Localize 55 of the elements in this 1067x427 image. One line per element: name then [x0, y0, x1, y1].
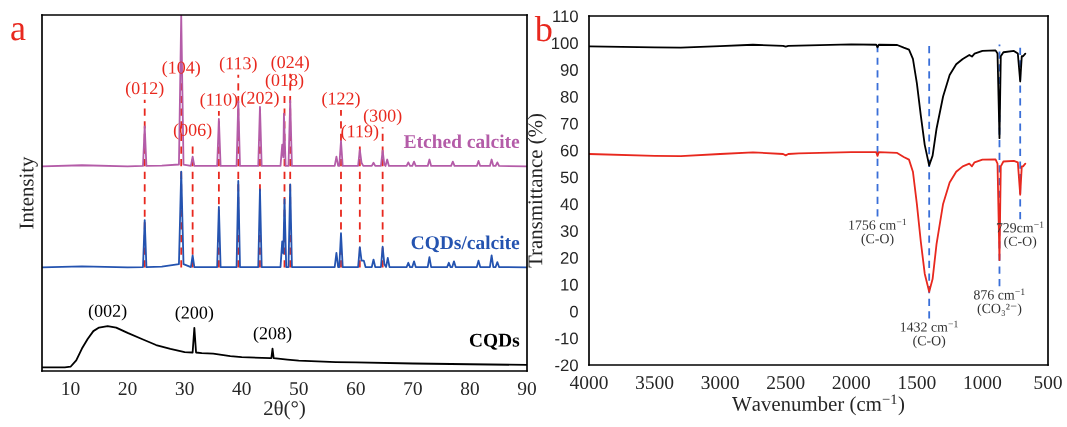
annotation: (018)	[265, 73, 304, 90]
series-label: Etched calcite	[403, 134, 520, 149]
y-tick-label: 30	[560, 225, 578, 237]
series-label: CQDs/calcite	[411, 235, 520, 253]
y-tick-label: -20	[555, 359, 578, 372]
y-tick-label: 0	[569, 305, 578, 318]
y-axis-title: Intensity	[19, 156, 38, 229]
annotation: 1756 cm$^{−1}$ (C-O)	[849, 218, 907, 247]
annotation: (024)	[271, 55, 309, 72]
x-tick-label: 10	[62, 381, 80, 396]
x-axis-title: 2θ(°)	[264, 400, 305, 420]
x-tick-label: 50	[290, 381, 308, 396]
x-tick-label: 90	[517, 381, 536, 396]
annotation: (300)	[363, 108, 402, 126]
annotation: (110)	[200, 92, 238, 110]
x-tick-label: 500	[1034, 375, 1062, 390]
y-tick-label: 110	[553, 10, 578, 23]
series-label: CQDs	[469, 333, 520, 350]
x-tick-label: 70	[404, 381, 422, 396]
x-tick-label: 2000	[832, 375, 870, 390]
x-tick-label: 4000	[569, 375, 608, 390]
x-tick-label: 80	[460, 381, 479, 396]
y-tick-label: 90	[560, 64, 578, 76]
annotation: (119)	[341, 124, 379, 142]
annotation: (002)	[88, 304, 127, 321]
x-tick-label: 1000	[964, 375, 1002, 390]
annotation: 876 cm$^{−1}$ (CO₃²⁻)	[973, 288, 1025, 316]
chart-title: a	[11, 23, 26, 41]
y-tick-label: 20	[560, 252, 578, 264]
x-tick-label: 3000	[701, 375, 739, 390]
y-tick-label: 10	[561, 278, 578, 291]
y-tick-label: 50	[560, 171, 578, 184]
x-axis-title: Wavenumber (cm$^{−1}$)	[732, 394, 905, 416]
annotation: (012)	[125, 81, 164, 98]
y-tick-label: 40	[560, 198, 578, 211]
y-tick-label: -10	[555, 332, 578, 345]
x-tick-label: 20	[118, 381, 137, 396]
chart-title: b	[534, 16, 552, 42]
y-tick-label: 100	[552, 37, 578, 50]
annotation: (208)	[253, 326, 292, 344]
annotation: (202)	[241, 91, 279, 108]
annotation: (113)	[219, 56, 257, 74]
y-tick-label: 70	[560, 117, 578, 130]
y-axis-title: Transmittance (%)	[527, 113, 547, 268]
annotation: 1432 cm$^{−1}$ (C-O)	[900, 320, 958, 349]
x-tick-label: 40	[232, 381, 251, 396]
x-tick-label: 3500	[636, 375, 674, 390]
annotation: (200)	[175, 305, 214, 323]
x-tick-label: 60	[346, 381, 365, 396]
annotation: (122)	[322, 91, 360, 109]
x-tick-label: 30	[175, 381, 194, 396]
x-tick-label: 2500	[767, 375, 805, 390]
y-tick-label: 80	[560, 90, 578, 103]
y-tick-label: 60	[560, 144, 578, 157]
x-tick-label: 1500	[899, 375, 936, 390]
